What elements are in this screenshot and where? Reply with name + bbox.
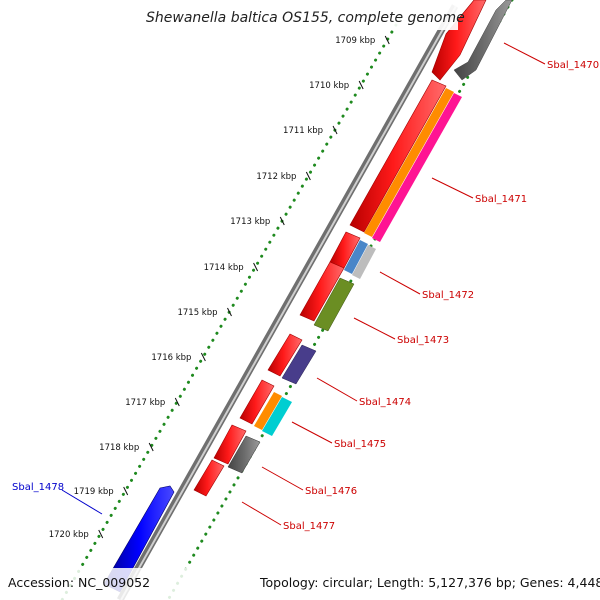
gene-arrow-sbal-1473[interactable]	[299, 261, 345, 322]
footer-backdrop	[0, 568, 600, 600]
gene-arrow-sbal-1476-gray	[227, 435, 261, 474]
leader-sbal-1472	[379, 271, 421, 295]
gc-track-right	[166, 0, 514, 600]
tick-layer: 1709 kbp 1710 kbp 1711 kbp 1712 kbp 1713 kbp…	[49, 35, 390, 540]
gene-label-sbal-1470[interactable]: Sbal_1470	[547, 60, 599, 71]
tick-label: 1719 kbp	[74, 487, 114, 497]
leader-sbal-1474	[316, 377, 358, 402]
tick-mark	[305, 171, 311, 181]
gene-arrow-sbal-1471[interactable]	[349, 79, 447, 233]
leader-sbal-1476	[261, 466, 304, 491]
tick-label: 1715 kbp	[177, 308, 217, 318]
gene-arrow-sbal-1477[interactable]	[193, 459, 225, 497]
tick-mark	[227, 307, 232, 317]
tick-mark	[200, 352, 206, 362]
gene-arrow-sbal-1473-olive	[313, 277, 355, 332]
tick-label: 1709 kbp	[335, 36, 375, 46]
tick-label: 1712 kbp	[256, 172, 296, 182]
tick-label: 1716 kbp	[151, 353, 191, 363]
leader-sbal-1477	[241, 501, 282, 526]
gene-label-sbal-1472[interactable]: Sbal_1472	[422, 290, 474, 301]
tick-mark	[253, 262, 259, 272]
gene-label-sbal-1477[interactable]: Sbal_1477	[283, 521, 335, 532]
gene-arrow-sbal-1472-gray	[352, 245, 376, 279]
gene-label-sbal-1476[interactable]: Sbal_1476	[305, 486, 357, 497]
tick-mark	[174, 397, 180, 407]
tick-label: 1718 kbp	[99, 443, 139, 453]
gene-label-sbal-1478[interactable]: Sbal_1478	[12, 482, 64, 493]
tick-label: 1720 kbp	[49, 530, 89, 540]
leader-sbal-1478	[61, 489, 103, 515]
gene-features	[103, 0, 513, 593]
gene-arrow-sbal-1475-cyan	[262, 397, 292, 436]
tick-mark	[148, 442, 154, 452]
tick-label: 1717 kbp	[125, 398, 165, 408]
tick-mark	[98, 529, 104, 539]
gene-labels: Sbal_1470 Sbal_1471 Sbal_1472 Sbal_1473 …	[12, 60, 599, 532]
gene-arrow-sbal-1471-pink	[372, 93, 462, 242]
tick-label: 1711 kbp	[283, 126, 323, 136]
gene-label-sbal-1475[interactable]: Sbal_1475	[334, 439, 386, 450]
gene-arrow-sbal-1470-gray[interactable]	[453, 0, 513, 81]
gene-label-sbal-1471[interactable]: Sbal_1471	[475, 194, 527, 205]
gene-arrow-sbal-1472-slate	[344, 240, 368, 274]
genome-summary-text: Topology: circular; Length: 5,127,376 bp…	[259, 575, 600, 590]
gene-arrow-sbal-1474-purple	[281, 344, 317, 385]
gene-arrow-sbal-1470[interactable]	[431, 0, 487, 81]
leader-sbal-1473	[353, 317, 396, 340]
leader-sbal-1471	[431, 177, 474, 199]
leader-sbal-1470	[503, 42, 546, 65]
gc-track-left	[60, 16, 402, 600]
genome-backbone-highlight	[120, 5, 457, 600]
gene-arrow-sbal-1475[interactable]	[239, 379, 275, 425]
tick-mark	[279, 216, 285, 226]
tick-mark	[384, 35, 390, 45]
title-backdrop	[140, 4, 458, 30]
gene-label-sbal-1473[interactable]: Sbal_1473	[397, 335, 449, 346]
tick-mark	[123, 486, 129, 496]
map-title: Shewanella baltica OS155, complete genom…	[146, 10, 465, 26]
leader-sbal-1475	[291, 421, 333, 444]
tick-mark	[332, 125, 338, 135]
tick-label: 1710 kbp	[309, 81, 349, 91]
tick-label: 1713 kbp	[230, 217, 270, 227]
gene-arrow-sbal-1475-orange	[254, 392, 282, 430]
accession-text: Accession: NC_009052	[8, 575, 150, 590]
tick-label: 1714 kbp	[204, 263, 244, 273]
gene-arrow-sbal-1476[interactable]	[213, 424, 247, 465]
gene-label-sbal-1474[interactable]: Sbal_1474	[359, 397, 411, 408]
gene-arrow-sbal-1471-orange	[364, 88, 454, 237]
gene-arrow-sbal-1474[interactable]	[267, 333, 303, 377]
tick-mark	[358, 80, 364, 90]
gene-label-leaders	[61, 42, 546, 526]
